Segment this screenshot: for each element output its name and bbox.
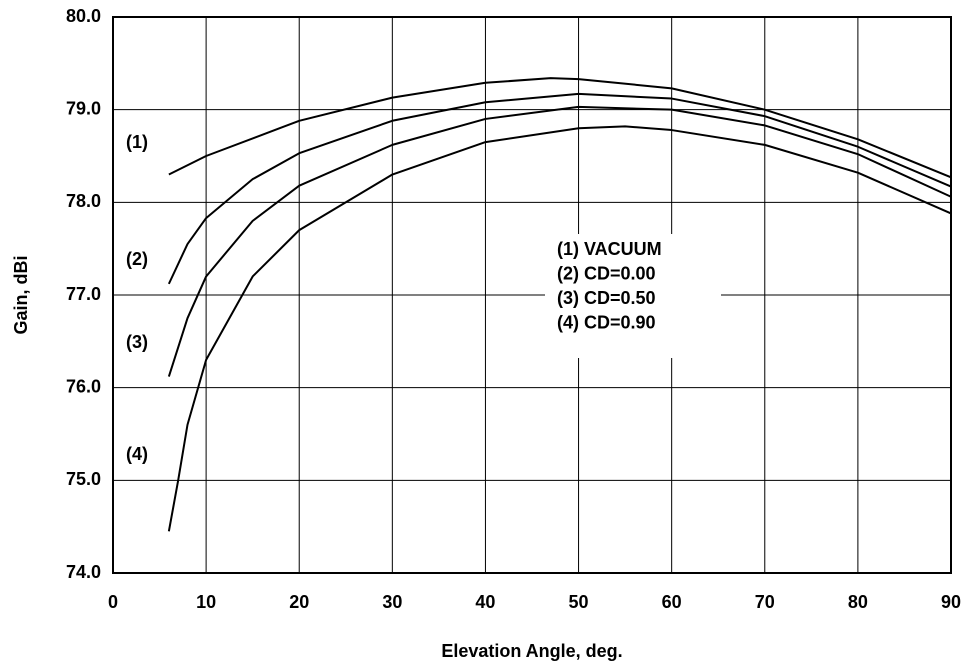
y-tick-label: 76.0 (66, 376, 101, 396)
curve-label: (2) (126, 249, 148, 269)
y-tick-label: 79.0 (66, 98, 101, 118)
series-line (167, 105, 952, 377)
y-tick-label: 77.0 (66, 284, 101, 304)
plot-frame (112, 16, 952, 574)
x-tick-label: 10 (196, 592, 216, 612)
x-tick-label: 90 (941, 592, 961, 612)
legend-label: (1) VACUUM (557, 239, 662, 259)
legend-label: (4) CD=0.90 (557, 312, 656, 332)
x-tick-label: 20 (289, 592, 309, 612)
x-tick-label: 50 (569, 592, 589, 612)
curve-label: (4) (126, 444, 148, 464)
series-line (168, 77, 952, 179)
y-tick-label: 75.0 (66, 469, 101, 489)
curve-label: (1) (126, 132, 148, 152)
x-tick-label: 70 (755, 592, 775, 612)
series-line (167, 92, 952, 285)
y-tick-label: 78.0 (66, 191, 101, 211)
x-tick-label: 40 (475, 592, 495, 612)
x-tick-label: 60 (662, 592, 682, 612)
series-line (167, 125, 952, 532)
curve-label: (3) (126, 332, 148, 352)
x-tick-label: 0 (108, 592, 118, 612)
legend-box (545, 234, 721, 358)
x-axis-label: Elevation Angle, deg. (441, 641, 622, 661)
legend-label: (3) CD=0.50 (557, 288, 656, 308)
legend-label: (2) CD=0.00 (557, 263, 656, 283)
x-tick-label: 80 (848, 592, 868, 612)
y-tick-label: 80.0 (66, 6, 101, 26)
x-tick-label: 30 (382, 592, 402, 612)
y-axis-label: Gain, dBi (11, 255, 31, 334)
y-tick-label: 74.0 (66, 562, 101, 582)
